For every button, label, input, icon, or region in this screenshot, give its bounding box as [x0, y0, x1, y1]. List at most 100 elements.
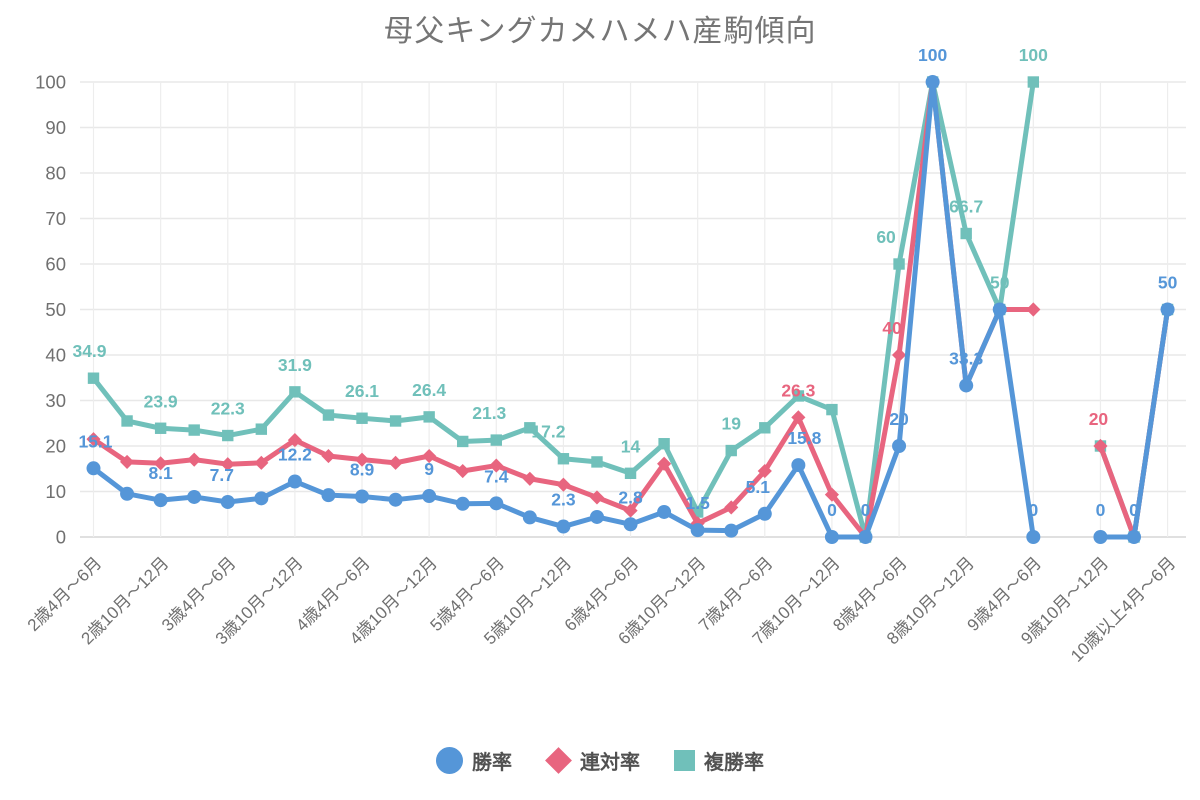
place-rate-point[interactable]	[1093, 438, 1108, 454]
show-rate-point[interactable]	[188, 424, 200, 436]
place-rate-point[interactable]	[891, 347, 907, 363]
place-rate-point[interactable]	[724, 500, 739, 515]
x-axis: 2歳4月～6月2歳10月～12月3歳4月～6月3歳10月～12月4歳4月～6月4…	[24, 82, 1179, 666]
win-rate-point[interactable]	[556, 519, 571, 534]
place-rate-point[interactable]	[254, 455, 269, 470]
win-rate-point[interactable]	[1093, 530, 1108, 544]
show-rate-point[interactable]	[691, 506, 704, 518]
place-rate-point[interactable]	[522, 471, 537, 486]
show-rate-point[interactable]	[624, 467, 637, 479]
legend-item-win-rate[interactable]: 勝率	[436, 746, 512, 775]
win-rate-point[interactable]	[86, 461, 101, 476]
place-rate-point[interactable]	[455, 463, 470, 479]
show-rate-value-label: 17.2	[531, 422, 565, 442]
place-rate-point[interactable]	[589, 490, 605, 505]
win-rate-point[interactable]	[1127, 530, 1142, 544]
win-rate-point[interactable]	[388, 492, 403, 507]
place-rate-point[interactable]	[220, 457, 235, 472]
show-rate-point[interactable]	[792, 390, 805, 402]
win-rate-point[interactable]	[925, 75, 940, 89]
show-rate-point[interactable]	[524, 422, 536, 434]
win-rate-point[interactable]	[254, 491, 269, 506]
legend-item-place-rate[interactable]: 連対率	[545, 746, 640, 775]
y-tick-label: 70	[45, 208, 66, 229]
place-rate-point[interactable]	[119, 454, 135, 469]
win-rate-point[interactable]	[522, 510, 537, 525]
win-rate-point[interactable]	[724, 523, 739, 538]
show-rate-value-label: 50	[990, 273, 1010, 293]
show-rate-point[interactable]	[725, 444, 737, 457]
win-rate-point[interactable]	[1026, 530, 1041, 544]
show-rate-point[interactable]	[121, 415, 133, 427]
win-rate-point[interactable]	[422, 489, 437, 504]
place-rate-point[interactable]	[86, 432, 101, 447]
win-rate-point[interactable]	[824, 530, 839, 544]
win-rate-point[interactable]	[657, 504, 672, 519]
place-rate-point[interactable]	[791, 410, 806, 425]
place-rate-point[interactable]	[287, 433, 302, 448]
place-rate-point[interactable]	[556, 477, 571, 492]
show-rate-point[interactable]	[356, 412, 368, 424]
win-rate-point[interactable]	[959, 378, 974, 393]
show-rate-point[interactable]	[222, 429, 234, 442]
show-rate-point[interactable]	[893, 258, 905, 270]
place-rate-point[interactable]	[1026, 302, 1041, 317]
show-rate-point[interactable]	[289, 386, 301, 398]
show-rate-point[interactable]	[154, 422, 167, 434]
show-rate-labels: 34.9 23.9 22.3 31.9 26.1 26.4 21.3 17.2 14 19 60 66…	[72, 45, 1048, 456]
place-rate-point[interactable]	[187, 452, 202, 467]
place-rate-point[interactable]	[489, 458, 504, 473]
place-rate-point[interactable]	[388, 455, 403, 470]
place-rate-point[interactable]	[657, 456, 672, 471]
win-rate-point[interactable]	[791, 458, 806, 473]
show-rate-point[interactable]	[457, 435, 469, 448]
win-rate-point[interactable]	[892, 439, 907, 453]
win-rate-point[interactable]	[321, 488, 336, 503]
chart-legend: 勝率 連対率 複勝率	[0, 746, 1200, 775]
win-rate-point[interactable]	[858, 530, 873, 544]
win-rate-point[interactable]	[355, 489, 370, 504]
show-rate-point[interactable]	[87, 372, 100, 384]
place-rate-point[interactable]	[354, 452, 370, 467]
win-rate-value-label: 8.9	[350, 460, 375, 480]
win-rate-point[interactable]	[153, 493, 168, 508]
show-rate-point[interactable]	[591, 456, 603, 468]
win-rate-labels: 15.1 8.1 7.7 12.2 8.9 9 7.4 2.3 2.8 1.5 5.1 15.8 0 0 2…	[78, 45, 1177, 520]
place-rate-point[interactable]	[422, 448, 437, 464]
y-tick-label: 0	[56, 527, 66, 548]
win-rate-point[interactable]	[220, 494, 235, 509]
legend-item-show-rate[interactable]: 複勝率	[674, 746, 764, 775]
place-rate-point[interactable]	[153, 456, 168, 471]
show-rate-value-label: 21.3	[472, 403, 506, 423]
show-rate-point[interactable]	[389, 415, 402, 427]
win-rate-point[interactable]	[757, 506, 772, 521]
show-rate-point[interactable]	[658, 438, 670, 450]
win-rate-point[interactable]	[623, 517, 638, 532]
show-rate-point[interactable]	[960, 227, 972, 240]
win-rate-point[interactable]	[287, 474, 302, 489]
show-rate-point[interactable]	[759, 422, 771, 434]
show-rate-point[interactable]	[557, 453, 570, 465]
y-tick-label: 100	[35, 72, 66, 93]
place-rate-point[interactable]	[757, 463, 772, 479]
win-rate-point[interactable]	[589, 509, 604, 524]
y-tick-label: 30	[45, 390, 66, 411]
show-rate-point[interactable]	[490, 434, 502, 446]
place-rate-point[interactable]	[623, 503, 638, 518]
win-rate-point[interactable]	[120, 486, 135, 501]
win-rate-value-label: 0	[1096, 500, 1106, 520]
place-rate-point[interactable]	[321, 448, 336, 464]
place-rate-point[interactable]	[824, 487, 840, 502]
show-rate-point[interactable]	[322, 409, 335, 421]
win-rate-point[interactable]	[489, 496, 504, 511]
show-rate-point[interactable]	[1027, 76, 1040, 88]
show-rate-point[interactable]	[255, 423, 268, 435]
win-rate-point[interactable]	[187, 489, 202, 504]
show-rate-point[interactable]	[826, 403, 838, 416]
win-rate-point[interactable]	[690, 523, 705, 538]
place-rate-labels: 26.3 40 20	[781, 318, 1108, 429]
show-rate-point[interactable]	[423, 411, 435, 423]
win-rate-point[interactable]	[992, 302, 1007, 317]
win-rate-point[interactable]	[455, 496, 470, 511]
win-rate-point[interactable]	[1160, 302, 1175, 317]
